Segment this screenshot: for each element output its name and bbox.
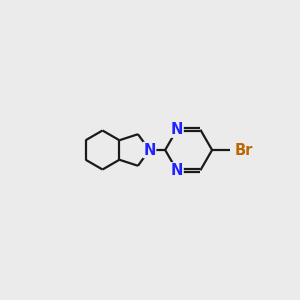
Text: N: N	[171, 122, 183, 137]
Text: N: N	[171, 163, 183, 178]
Text: Br: Br	[235, 142, 253, 158]
Text: N: N	[143, 142, 156, 158]
